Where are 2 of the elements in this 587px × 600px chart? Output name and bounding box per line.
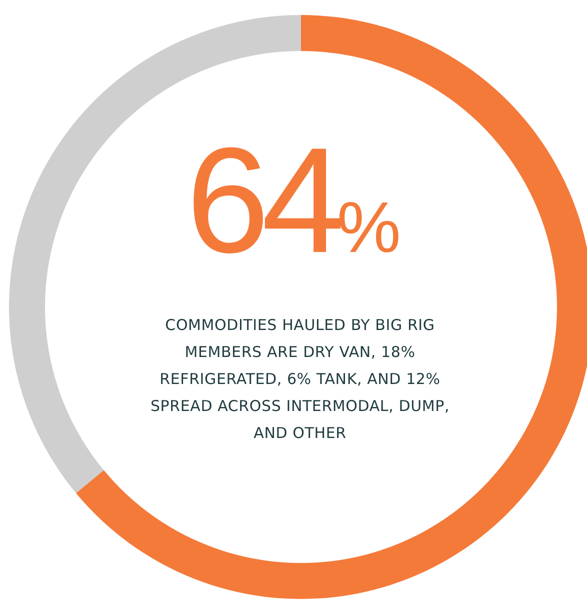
- text: 64%: [186, 116, 401, 284]
- text: COMMODITIES HAULED BY BIG RIG MEMBERS ARE DRY VAN, 18% REFRIGERATED, 6% TANK, AND 12% SPREAD ACROSS INTERMODAL, DUMP, AND OTHER: [149, 315, 451, 444]
